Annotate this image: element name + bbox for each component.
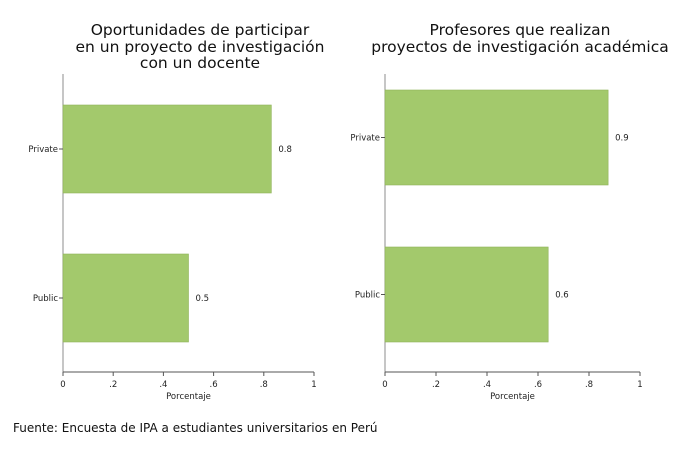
data-label-public-left: 0.5 [196,294,210,304]
x-tick-label-right: .8 [585,380,593,390]
x-tick-label-right: .4 [483,380,491,390]
x-tick-label-right: 0 [382,380,387,390]
x-tick-label-right: .2 [432,380,440,390]
x-tick-label-right: .6 [534,380,542,390]
x-tick-label-left: .4 [159,380,167,390]
x-tick-label-left: 1 [311,380,316,390]
bar-public-right [384,246,549,343]
x-tick-label-left: .6 [210,380,218,390]
x-axis-title-left: Porcentaje [166,392,211,402]
category-label-private-left: Private [28,145,58,155]
x-tick-label-left: .8 [260,380,268,390]
x-tick-label-left: .2 [109,380,117,390]
data-label-public-right: 0.6 [555,291,569,301]
data-label-private-right: 0.9 [615,134,629,144]
bar-private-right [384,89,609,186]
bar-public-left [62,253,189,343]
x-axis-title-right: Porcentaje [490,392,535,402]
chart-title-left: Oportunidades de participar en un proyec… [75,21,325,72]
x-tick-label-right: 1 [637,380,642,390]
chart-title-right: Profesores que realizan proyectos de inv… [371,21,669,56]
data-label-private-left: 0.8 [278,145,292,155]
bar-private-left [62,104,272,194]
category-label-public-left: Public [33,294,58,304]
source-note: Fuente: Encuesta de IPA a estudiantes un… [13,421,378,435]
x-tick-label-left: 0 [60,380,65,390]
category-label-public-right: Public [355,291,380,301]
category-label-private-right: Private [350,134,380,144]
